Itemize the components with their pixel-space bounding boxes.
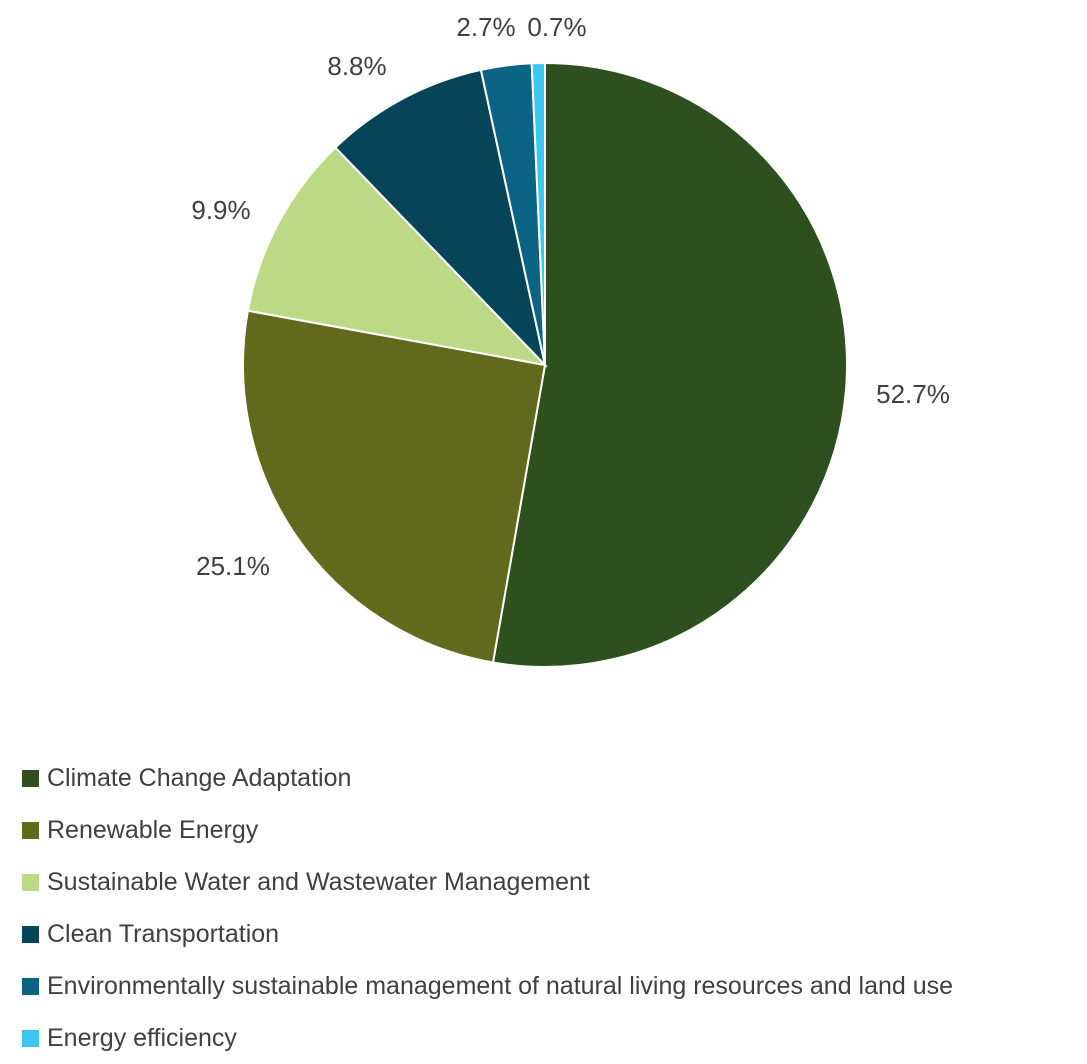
legend-label: Environmentally sustainable management o… xyxy=(47,971,954,1000)
legend-swatch xyxy=(22,1029,39,1047)
data-label-clean-transportation: 8.8% xyxy=(327,51,386,81)
legend-swatch xyxy=(22,925,39,943)
data-label-sustainable-water-and-wastewater-management: 9.9% xyxy=(191,195,250,225)
pie-slice-energy-efficiency xyxy=(530,61,546,366)
legend-label: Sustainable Water and Wastewater Managem… xyxy=(47,867,590,896)
legend-swatch xyxy=(22,769,39,787)
pie-slices xyxy=(242,61,848,668)
chart-legend: Climate Change Adaptation Renewable Energ… xyxy=(22,752,953,1064)
data-label-energy-efficiency: 0.7% xyxy=(527,12,586,42)
data-label-renewable-energy: 25.1% xyxy=(196,551,270,581)
legend-item-sustainable-water-and-wastewater-management: Sustainable Water and Wastewater Managem… xyxy=(22,856,953,908)
pie-slice-clean-transportation xyxy=(333,68,547,369)
legend-swatch xyxy=(22,977,39,995)
pie-slice-renewable-energy xyxy=(242,309,547,664)
legend-swatch xyxy=(22,873,39,891)
legend-item-renewable-energy: Renewable Energy xyxy=(22,804,953,856)
legend-item-clean-transportation: Clean Transportation xyxy=(22,908,953,960)
data-label-environmentally-sustainable-management-of-natural-living-resources-and-land-use: 2.7% xyxy=(456,12,515,42)
legend-label: Energy efficiency xyxy=(47,1023,237,1052)
data-label-climate-change-adaptation: 52.7% xyxy=(876,379,950,409)
legend-label: Climate Change Adaptation xyxy=(47,763,352,792)
legend-swatch xyxy=(22,821,39,839)
pie-slice-climate-change-adaptation xyxy=(491,61,848,668)
legend-item-environmentally-sustainable-management-of-natural-living-resources-and-land-use: Environmentally sustainable management o… xyxy=(22,960,953,1012)
pie-chart: 52.7% 25.1% 9.9% 8.8% 2.7% 0.7% xyxy=(191,12,950,668)
legend-item-energy-efficiency: Energy efficiency xyxy=(22,1012,953,1064)
legend-item-climate-change-adaptation: Climate Change Adaptation xyxy=(22,752,953,804)
pie-slice-sustainable-water-and-wastewater-management xyxy=(246,146,548,367)
legend-label: Clean Transportation xyxy=(47,919,280,948)
legend-label: Renewable Energy xyxy=(47,815,259,844)
pie-data-labels: 52.7% 25.1% 9.9% 8.8% 2.7% 0.7% xyxy=(191,12,950,581)
